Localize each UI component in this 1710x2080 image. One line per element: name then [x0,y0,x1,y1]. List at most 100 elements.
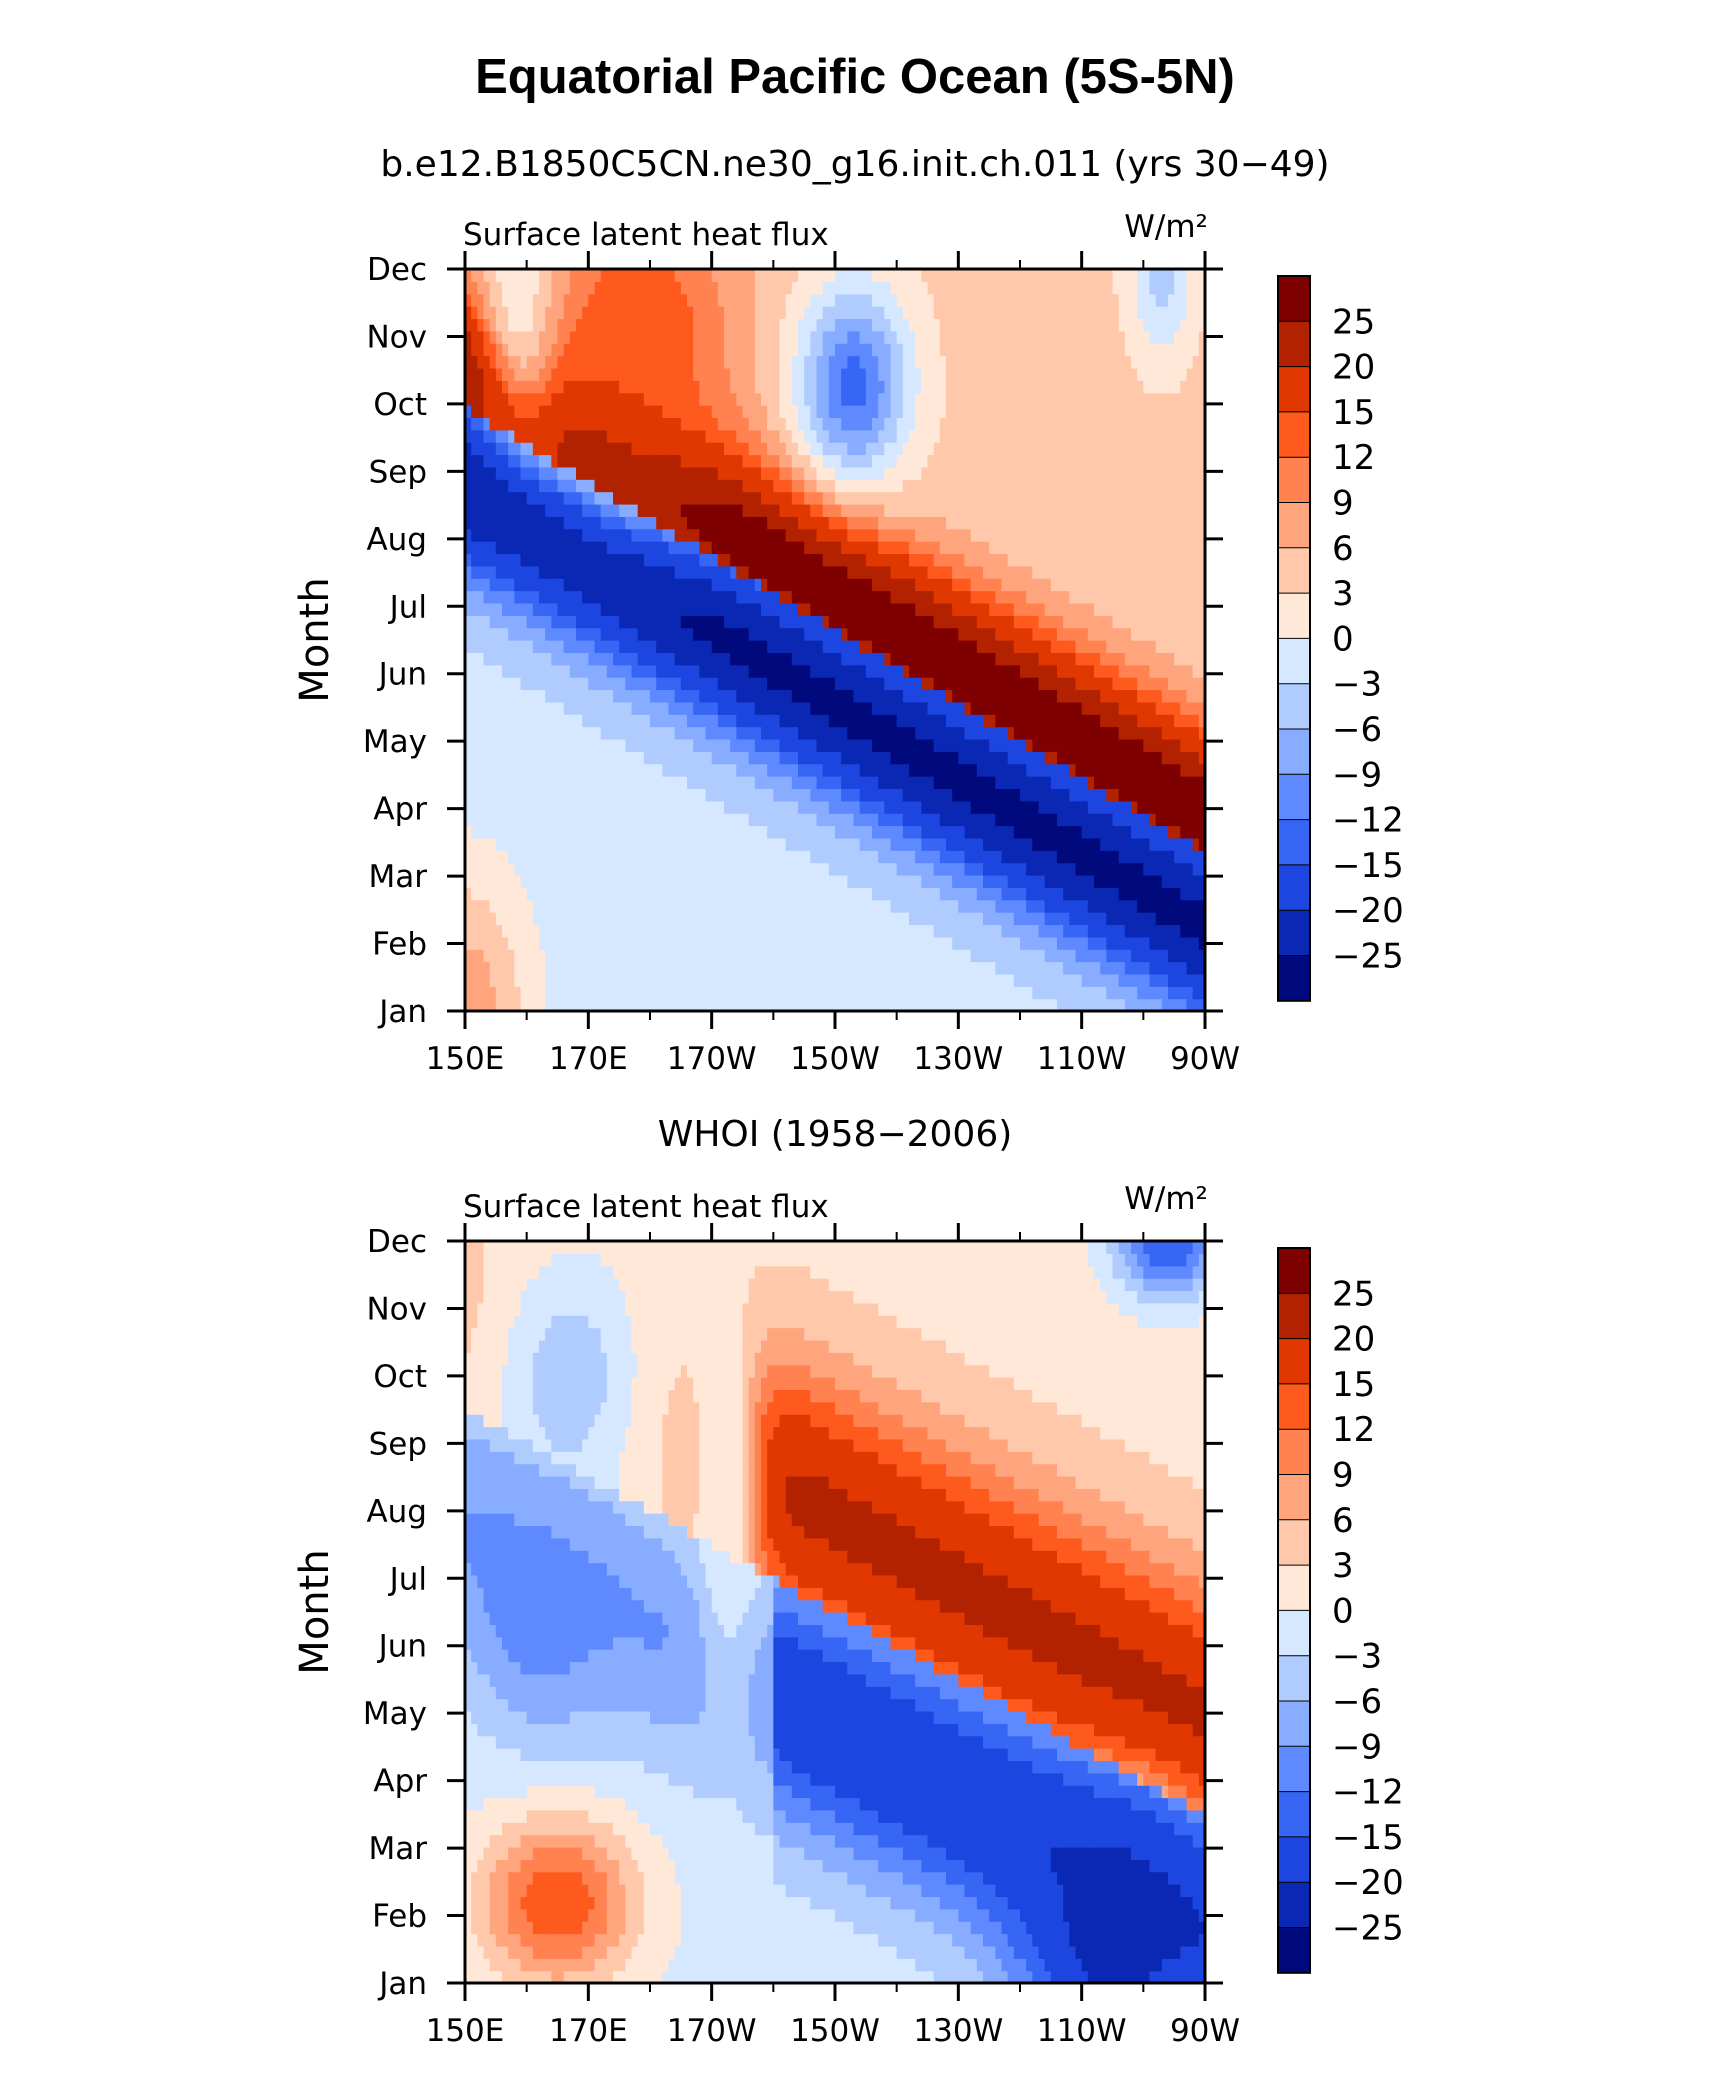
heatmap-cell [939,516,947,530]
heatmap-cell [921,516,929,530]
heatmap-cell [687,850,694,864]
heatmap-cell [983,763,990,777]
heatmap-cell [761,615,768,629]
heatmap-cell [902,936,910,950]
heatmap-cell [483,726,491,740]
heatmap-cell [582,738,589,752]
heatmap-cell [878,516,885,530]
heatmap-cell [853,701,861,715]
heatmap-cell [754,788,762,802]
heatmap-cell [958,825,966,839]
heatmap-cell [619,615,626,629]
heatmap-cell [539,652,546,666]
heatmap-cell [946,751,953,765]
heatmap-cell [674,726,682,740]
heatmap-cell [625,652,633,666]
heatmap-cell [983,837,990,851]
heatmap-cell [1124,689,1132,703]
heatmap-cell [668,615,676,629]
heatmap-cell [1198,689,1205,703]
heatmap-cell [822,751,830,765]
heatmap-cell [785,590,793,604]
heatmap-cell [902,491,910,505]
heatmap-cell [1192,986,1200,1000]
heatmap-cell [1069,936,1077,950]
heatmap-cell [798,738,805,752]
heatmap-cell [1100,850,1107,864]
heatmap-cell [1192,664,1200,678]
heatmap-cell [1174,664,1181,678]
heatmap-cell [477,714,485,728]
heatmap-cell [853,590,861,604]
heatmap-cell [637,776,645,789]
heatmap-cell [637,949,645,963]
heatmap-cell [563,998,571,1011]
heatmap-cell [680,763,688,777]
heatmap-cell [902,813,910,827]
heatmap-cell [724,924,731,938]
heatmap-cell [847,887,855,901]
heatmap-cell [1112,800,1120,814]
heatmap-cell [594,949,602,963]
heatmap-cell [668,516,676,530]
heatmap-cell [1186,578,1194,592]
heatmap-cell [1020,664,1027,678]
heatmap-cell [791,813,799,827]
heatmap-cell [588,541,596,555]
heatmap-cell [502,528,509,542]
heatmap-cell [668,986,676,1000]
heatmap-cell [933,503,941,517]
heatmap-cell [1106,936,1114,950]
heatmap-cell [1032,850,1040,864]
heatmap-cell [767,924,774,938]
heatmap-cell [545,738,552,752]
heatmap-cell [532,714,540,728]
heatmap-cell [933,961,941,975]
heatmap-cell [1174,590,1181,604]
heatmap-cell [1143,590,1151,604]
heatmap-cell [1026,973,1033,987]
heatmap-cell [754,912,762,926]
heatmap-cell [1081,899,1089,913]
heatmap-cell [964,776,972,789]
heatmap-cell [933,516,941,530]
heatmap-cell [1161,590,1169,604]
heatmap-cell [754,615,762,629]
heatmap-cell [921,664,929,678]
heatmap-cell [933,565,941,579]
heatmap-cell [465,652,472,666]
heatmap-cell [1020,837,1027,851]
heatmap-cell [1057,714,1064,728]
heatmap-cell [989,837,996,851]
heatmap-cell [687,763,694,777]
heatmap-cell [514,788,522,802]
heatmap-cell [736,528,744,542]
heatmap-cell [1026,825,1033,839]
heatmap-cell [1069,776,1077,789]
heatmap-cell [1075,912,1083,926]
heatmap-cell [569,541,577,555]
heatmap-cell [983,503,990,517]
heatmap-cell [927,541,935,555]
heatmap-cell [754,887,762,901]
heatmap-cell [693,602,700,616]
heatmap-cell [1118,528,1126,542]
heatmap-cell [1106,850,1114,864]
heatmap-cell [736,924,744,938]
heatmap-cell [674,776,682,789]
heatmap-cell [964,986,972,1000]
heatmap-cell [970,553,978,567]
heatmap-cell [631,862,639,876]
heatmap-cell [483,701,491,715]
heatmap-cell [1174,726,1181,740]
heatmap-cell [1007,924,1015,938]
heatmap-cell [1063,652,1070,666]
heatmap-cell [606,788,614,802]
heatmap-cell [841,899,848,913]
heatmap-cell [1026,874,1033,888]
heatmap-cell [859,924,867,938]
heatmap-cell [1100,800,1107,814]
heatmap-cell [927,825,935,839]
heatmap-cell [680,578,688,592]
heatmap-cell [650,763,657,777]
